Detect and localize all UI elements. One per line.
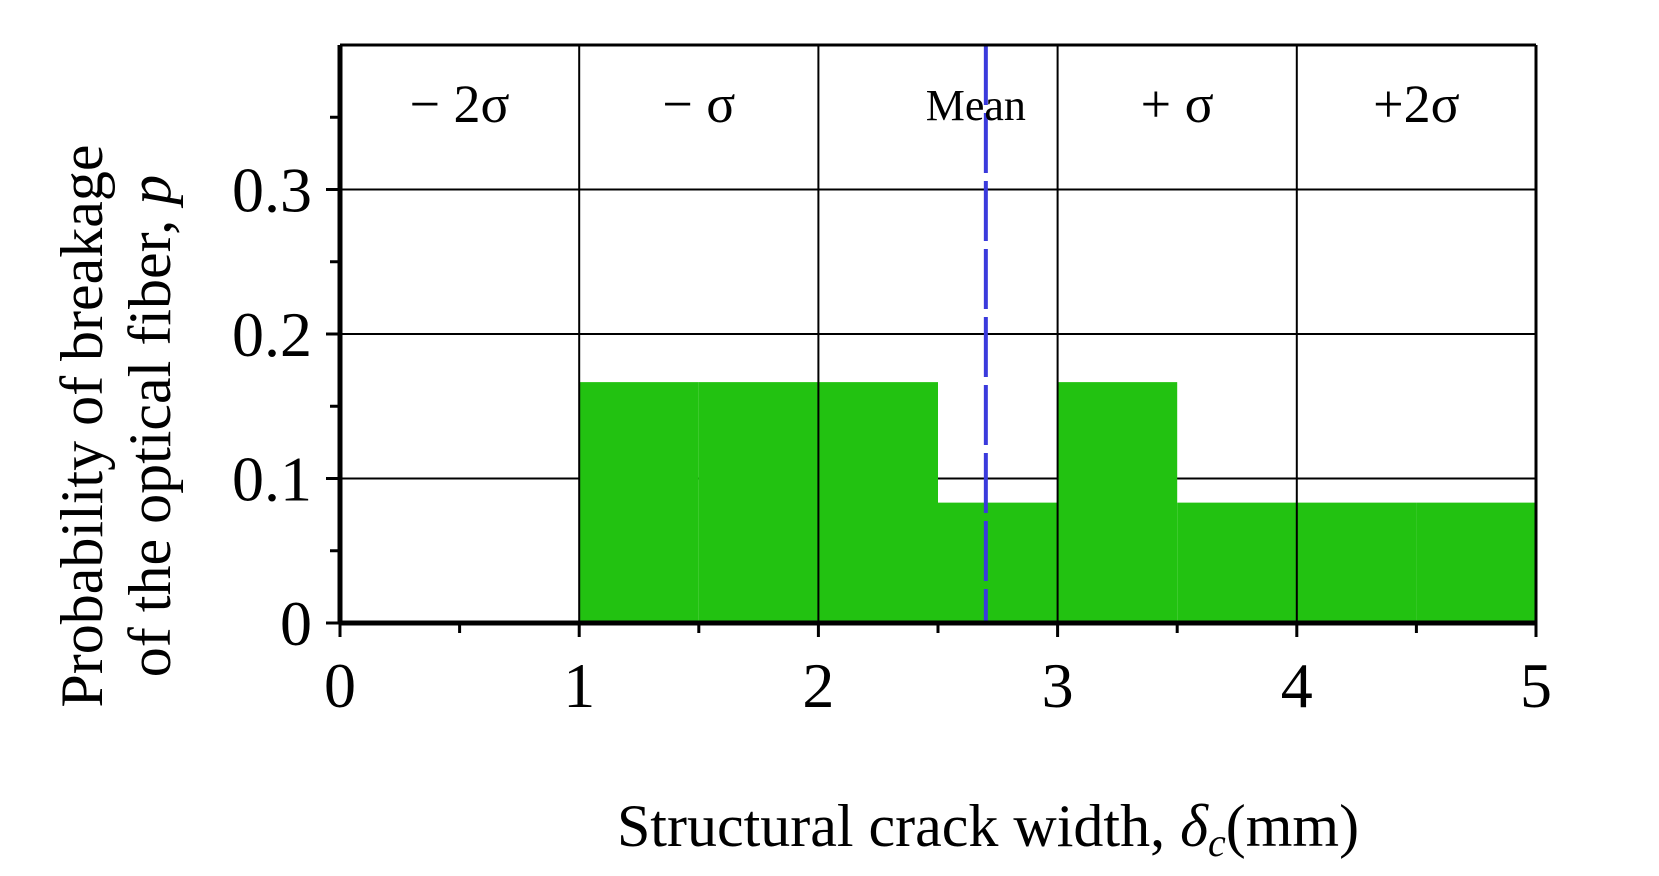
y-axis-title-line2-symbol: p (117, 175, 183, 209)
bar-0 (579, 382, 699, 623)
y-axis-title-line2-text: of the optical fiber, (117, 220, 183, 677)
band-label-0: − 2σ (410, 74, 510, 134)
x-axis-title: Structural crack width, δc(mm) (617, 793, 1359, 865)
x-axis-title-symbol: δ (1180, 793, 1209, 859)
x-tick-label-4: 4 (1281, 650, 1313, 721)
labels: 0 1 2 3 4 5 0 0.1 0.2 0.3 − 2σ − σ + σ +2σ Mean (232, 74, 1552, 721)
sigma-lines (578, 45, 1298, 623)
bar-4 (1057, 382, 1178, 623)
y-axis-title-line1: Probability of breakage (49, 144, 115, 707)
mean-label: Mean (926, 81, 1026, 130)
band-label-1: − σ (662, 74, 735, 134)
band-label-3: +2σ (1373, 74, 1460, 134)
y-tick-label-0.1: 0.1 (232, 444, 312, 515)
x-axis-title-text: Structural crack width, (617, 793, 1165, 859)
bars-layer (579, 382, 1536, 623)
bar-6 (1296, 502, 1417, 623)
bar-5 (1177, 502, 1297, 623)
x-tick-label-3: 3 (1042, 650, 1074, 721)
x-tick-label-5: 5 (1520, 650, 1552, 721)
bar-3 (938, 502, 1058, 623)
bar-2 (818, 382, 938, 623)
band-label-2: + σ (1141, 74, 1214, 134)
bar-7 (1416, 502, 1536, 623)
y-axis-title-line2: of the optical fiber, p (117, 175, 183, 677)
y-tick-label-0: 0 (280, 588, 312, 659)
bar-1 (698, 382, 819, 623)
y-tick-label-0.2: 0.2 (232, 299, 312, 370)
axes (326, 43, 1538, 637)
x-tick-label-1: 1 (563, 650, 595, 721)
x-axis-title-subscript: c (1208, 820, 1226, 865)
x-tick-label-2: 2 (802, 650, 834, 721)
y-tick-label-0.3: 0.3 (232, 155, 312, 226)
x-axis-title-unit: (mm) (1226, 793, 1359, 859)
x-tick-label-0: 0 (324, 650, 356, 721)
